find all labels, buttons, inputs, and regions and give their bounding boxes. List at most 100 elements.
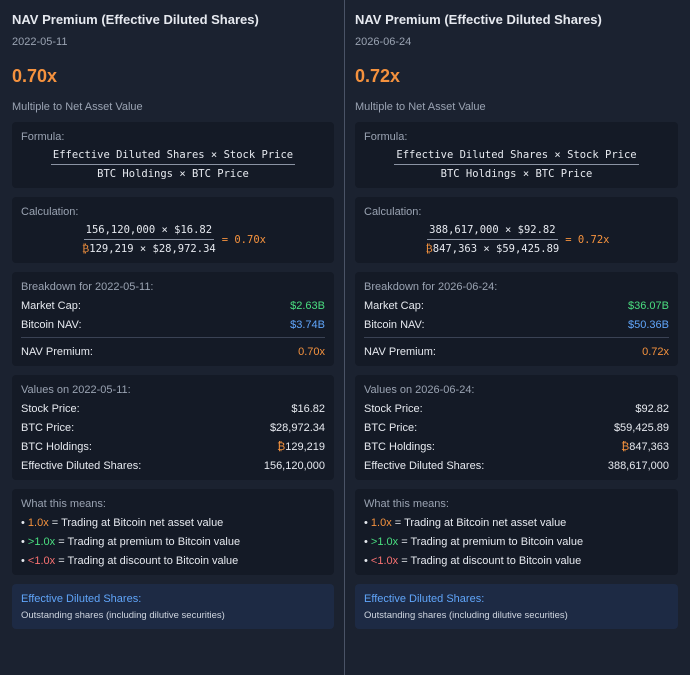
note-card: Effective Diluted Shares: Outstanding sha…: [355, 584, 678, 629]
row-label: Market Cap:: [21, 300, 81, 312]
note-title: Effective Diluted Shares:: [21, 593, 142, 605]
row-label: Effective Diluted Shares:: [21, 460, 142, 472]
breakdown-title: Breakdown for 2026-06-24:: [364, 281, 498, 293]
denominator: ₿847,363 × $59,425.89: [424, 240, 562, 255]
row-label: NAV Premium:: [21, 346, 93, 358]
breakdown-card: Breakdown for 2022-05-11: Market Cap: $2.6…: [12, 272, 334, 366]
calculation-card: Calculation: 156,120,000 × $16.82 ₿129,219…: [12, 197, 334, 263]
row-label: Stock Price:: [364, 403, 423, 415]
value-text: $28,972.34: [269, 422, 325, 434]
meaning-text: = Trading at premium to Bitcoin value: [58, 536, 241, 548]
fraction: 156,120,000 × $16.82 ₿129,219 × $28,972.3…: [80, 224, 218, 255]
formula-label: Formula:: [21, 131, 65, 143]
note-title: Effective Diluted Shares:: [364, 593, 485, 605]
value-text: $16.82: [291, 403, 325, 415]
value-text: $92.82: [635, 403, 669, 415]
values-row: BTC Holdings: ₿847,363: [364, 441, 669, 453]
values-title: Values on 2026-06-24:: [364, 384, 475, 396]
meaning-item: • 1.0x = Trading at Bitcoin net asset va…: [364, 517, 669, 529]
panel: NAV Premium (Effective Diluted Shares) 20…: [344, 0, 688, 675]
breakdown-row: Bitcoin NAV: $50.36B: [364, 319, 669, 331]
row-value: 156,120,000: [264, 460, 325, 472]
subtitle: Multiple to Net Asset Value: [12, 101, 143, 113]
row-label: NAV Premium:: [364, 346, 436, 358]
numerator: Effective Diluted Shares × Stock Price: [50, 149, 296, 165]
values-row: BTC Price: $59,425.89: [364, 422, 669, 434]
meaning-title: What this means:: [364, 498, 449, 510]
panel-title: NAV Premium (Effective Diluted Shares): [355, 12, 602, 27]
meaning-card: What this means: • 1.0x = Trading at Bitc…: [355, 489, 678, 575]
row-value: $28,972.34: [270, 422, 325, 434]
result: = 0.72x: [565, 233, 610, 246]
fraction: Effective Diluted Shares × Stock Price BT…: [394, 149, 639, 180]
value-text: $59,425.89: [613, 422, 669, 434]
formula-label: Formula:: [364, 131, 408, 143]
formula-card: Formula: Effective Diluted Shares × Stock…: [355, 122, 678, 188]
meaning-text: = Trading at Bitcoin net asset value: [51, 517, 224, 529]
denominator-text: 847,363 × $59,425.89: [432, 243, 560, 255]
breakdown-row: Market Cap: $36.07B: [364, 300, 669, 312]
row-value: ₿847,363: [621, 441, 669, 453]
meaning-key: 1.0x: [27, 517, 49, 529]
row-value: $59,425.89: [614, 422, 669, 434]
row-value: 0.72x: [642, 346, 669, 358]
row-value: $36.07B: [628, 300, 669, 312]
row-label: BTC Price:: [364, 422, 418, 434]
date: 2022-05-11: [12, 36, 68, 48]
values-title: Values on 2022-05-11:: [21, 384, 131, 396]
breakdown-title: Breakdown for 2022-05-11:: [21, 281, 154, 293]
btc-symbol: ₿: [82, 243, 90, 255]
calculation-label: Calculation:: [364, 206, 422, 218]
nav-multiple: 0.72x: [355, 66, 401, 86]
breakdown-row: Market Cap: $2.63B: [21, 300, 325, 312]
calculation-card: Calculation: 388,617,000 × $92.82 ₿847,363…: [355, 197, 678, 263]
meaning-card: What this means: • 1.0x = Trading at Bitc…: [12, 489, 334, 575]
row-value: $3.74B: [290, 319, 325, 331]
row-value: $50.36B: [628, 319, 669, 331]
value-text: 847,363: [629, 441, 669, 453]
row-label: BTC Holdings:: [21, 441, 92, 453]
breakdown-row: NAV Premium: 0.72x: [364, 337, 669, 358]
row-value: $16.82: [291, 403, 325, 415]
meaning-key: >1.0x: [370, 536, 399, 548]
denominator: BTC Holdings × BTC Price: [97, 168, 249, 180]
nav-multiple: 0.70x: [12, 66, 58, 86]
formula: Effective Diluted Shares × Stock Price BT…: [21, 149, 325, 180]
value-text: 388,617,000: [607, 460, 669, 472]
values-row: BTC Price: $28,972.34: [21, 422, 325, 434]
values-row: Effective Diluted Shares: 156,120,000: [21, 460, 325, 472]
meaning-text: = Trading at Bitcoin net asset value: [394, 517, 567, 529]
formula: Effective Diluted Shares × Stock Price BT…: [364, 149, 669, 180]
subtitle: Multiple to Net Asset Value: [355, 101, 486, 113]
bullet: •: [364, 555, 371, 567]
meaning-item: • >1.0x = Trading at premium to Bitcoin …: [21, 536, 325, 548]
row-label: Effective Diluted Shares:: [364, 460, 485, 472]
row-value: $2.63B: [290, 300, 325, 312]
bullet: •: [21, 536, 28, 548]
row-value: ₿129,219: [277, 441, 325, 453]
meaning-item: • 1.0x = Trading at Bitcoin net asset va…: [21, 517, 325, 529]
denominator: ₿129,219 × $28,972.34: [80, 240, 218, 255]
formula-card: Formula: Effective Diluted Shares × Stock…: [12, 122, 334, 188]
values-card: Values on 2022-05-11: Stock Price: $16.82 B…: [12, 375, 334, 480]
note-card: Effective Diluted Shares: Outstanding sha…: [12, 584, 334, 629]
btc-symbol: ₿: [277, 441, 286, 453]
row-value: 0.70x: [298, 346, 325, 358]
note-text: Outstanding shares (including dilutive s…: [364, 610, 568, 621]
panel-title: NAV Premium (Effective Diluted Shares): [12, 12, 259, 27]
denominator-text: 129,219 × $28,972.34: [89, 243, 216, 255]
meaning-text: = Trading at discount to Bitcoin value: [401, 555, 582, 567]
value-text: 156,120,000: [263, 460, 325, 472]
meaning-text: = Trading at discount to Bitcoin value: [58, 555, 239, 567]
calculation-label: Calculation:: [21, 206, 79, 218]
numerator: 156,120,000 × $16.82: [83, 224, 215, 240]
meaning-item: • <1.0x = Trading at discount to Bitcoin…: [364, 555, 669, 567]
row-label: Bitcoin NAV:: [21, 319, 82, 331]
note-text: Outstanding shares (including dilutive s…: [21, 610, 225, 621]
numerator: Effective Diluted Shares × Stock Price: [394, 149, 639, 165]
breakdown-row: NAV Premium: 0.70x: [21, 337, 325, 358]
meaning-item: • >1.0x = Trading at premium to Bitcoin …: [364, 536, 669, 548]
breakdown-row: Bitcoin NAV: $3.74B: [21, 319, 325, 331]
panel: NAV Premium (Effective Diluted Shares) 20…: [0, 0, 344, 675]
